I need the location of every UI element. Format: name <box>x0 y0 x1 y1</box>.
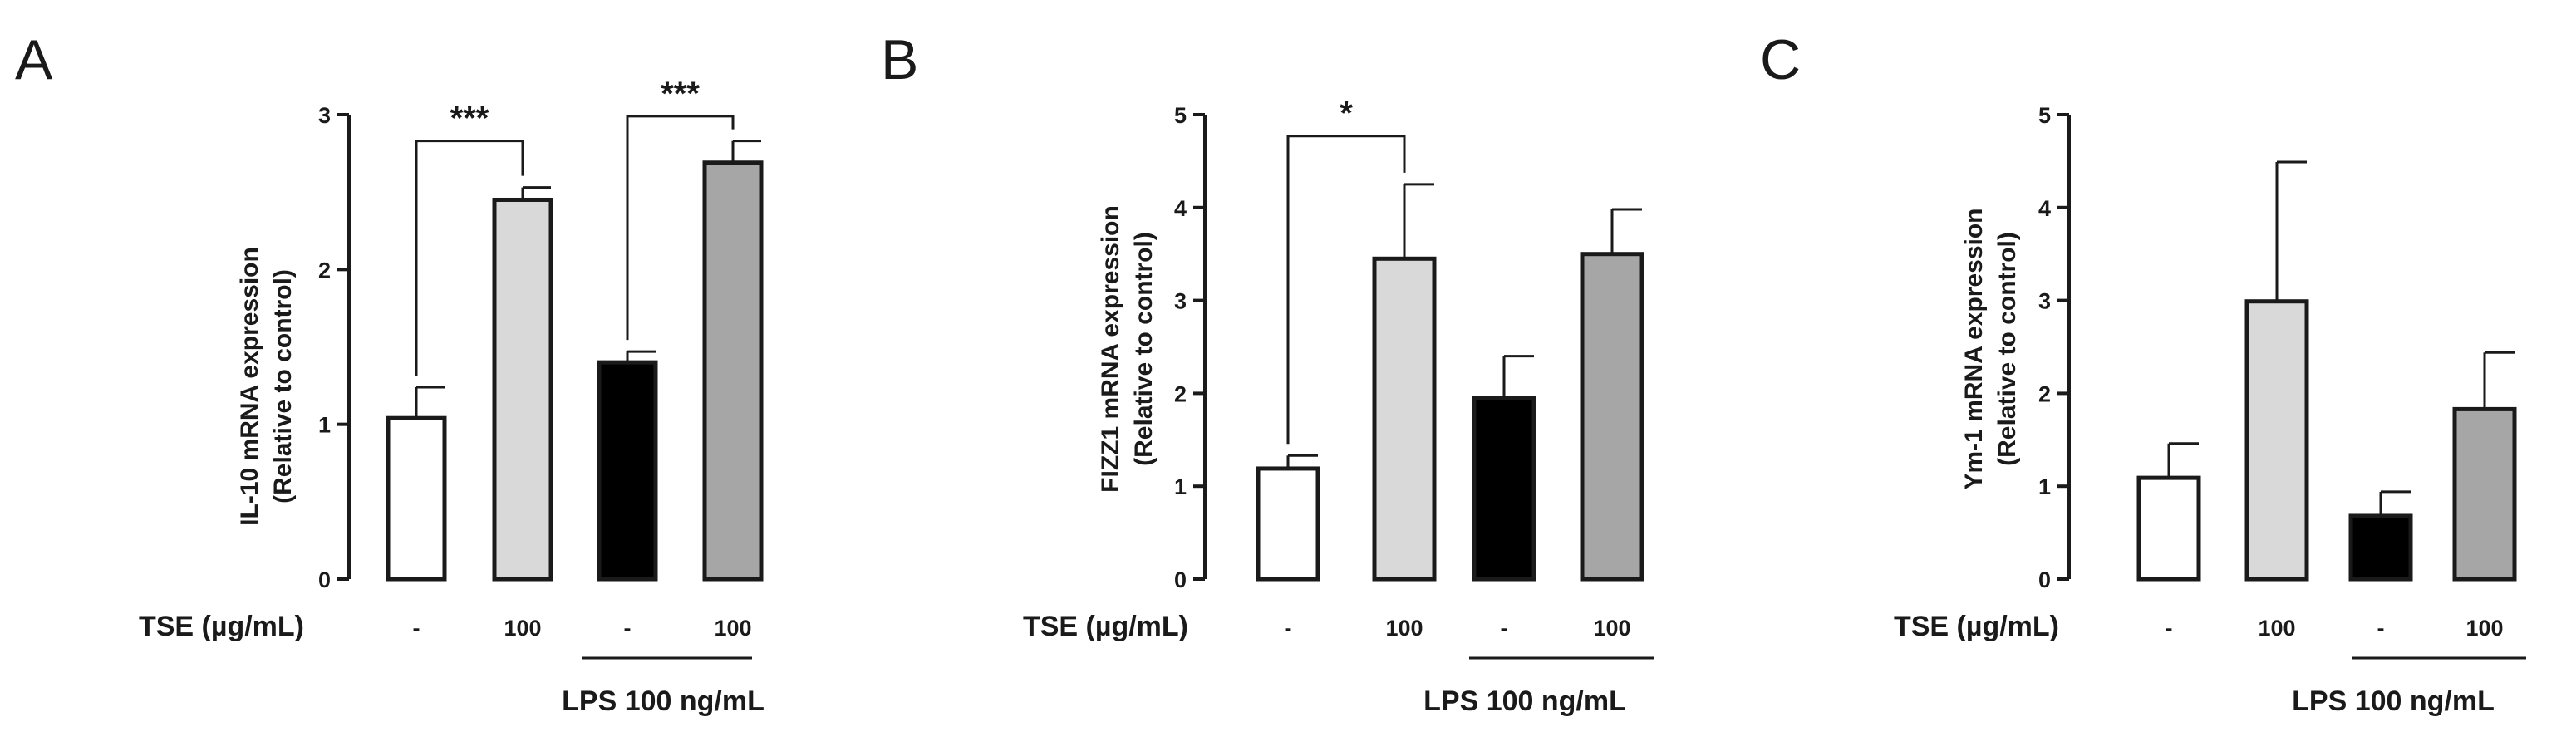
bar <box>597 360 658 582</box>
panel-c: C Ym-1 mRNA expression (Relative to cont… <box>1760 28 2526 717</box>
y-tick-label: 1 <box>2038 474 2051 499</box>
significance-label: *** <box>450 101 489 137</box>
panel-letter: B <box>881 28 918 91</box>
y-tick-label: 0 <box>1174 567 1187 592</box>
condition-label: 100 <box>714 616 751 641</box>
y-tick-label: 2 <box>318 258 331 283</box>
bar <box>2452 406 2517 582</box>
y-axis-subtitle: (Relative to control) <box>269 269 297 504</box>
significance-label: *** <box>661 76 700 112</box>
condition-label: 100 <box>504 616 541 641</box>
panel-a: A IL-10 mRNA expression (Relative to con… <box>15 28 764 717</box>
y-tick-label: 3 <box>1174 289 1187 314</box>
y-tick-label: 5 <box>2038 103 2051 128</box>
y-axis-title: FIZZ1 mRNA expression <box>1097 205 1124 493</box>
y-tick-label: 1 <box>1174 474 1187 499</box>
row-label: TSE (µg/mL) <box>1894 611 2059 642</box>
y-tick-label: 1 <box>318 413 331 438</box>
y-tick-label: 2 <box>1174 381 1187 406</box>
condition-label: 100 <box>1593 616 1630 641</box>
bar <box>2348 513 2413 582</box>
significance-label: * <box>1340 96 1353 132</box>
group-label: LPS 100 ng/mL <box>562 685 764 717</box>
condition-label: 100 <box>2258 616 2295 641</box>
bar <box>1372 256 1437 582</box>
condition-label: - <box>624 616 632 641</box>
y-tick-label: 4 <box>2038 196 2051 221</box>
condition-label: 100 <box>2465 616 2503 641</box>
row-label: TSE (µg/mL) <box>139 611 304 642</box>
y-tick-label: 3 <box>2038 289 2051 314</box>
bar <box>702 160 764 582</box>
panel-letter: C <box>1760 28 1801 91</box>
condition-label: - <box>1501 616 1508 641</box>
bar <box>386 415 447 582</box>
y-tick-label: 0 <box>318 567 331 592</box>
plot-area-c: 0 1 2 3 4 5 - 100 - 100 <box>2038 103 2526 660</box>
bar <box>2244 299 2309 582</box>
plot-area-a: 0 1 2 3 - 100 - 100 *** *** <box>318 76 764 660</box>
y-axis-title: Ym-1 mRNA expression <box>1960 209 1988 490</box>
y-axis-subtitle: (Relative to control) <box>1993 232 2021 466</box>
panel-b: B FIZZ1 mRNA expression (Relative to con… <box>881 28 1654 717</box>
y-axis-subtitle: (Relative to control) <box>1130 232 1158 466</box>
y-tick-label: 2 <box>2038 381 2051 406</box>
bar <box>1256 466 1320 582</box>
y-tick-label: 4 <box>1174 196 1187 221</box>
significance-bracket <box>626 115 735 341</box>
plot-area-b: 0 1 2 3 4 5 - 100 - 100 * <box>1174 96 1654 660</box>
bar <box>2136 475 2201 582</box>
bar <box>492 197 553 582</box>
significance-bracket <box>415 140 524 376</box>
condition-label: - <box>413 616 420 641</box>
group-label: LPS 100 ng/mL <box>2292 685 2495 717</box>
y-tick-label: 3 <box>318 103 331 128</box>
significance-bracket <box>1286 135 1406 445</box>
y-tick-label: 5 <box>1174 103 1187 128</box>
y-axis-title: IL-10 mRNA expression <box>236 247 263 526</box>
condition-label: - <box>1285 616 1292 641</box>
bar <box>1580 252 1644 582</box>
condition-label: 100 <box>1385 616 1423 641</box>
row-label: TSE (µg/mL) <box>1023 611 1188 642</box>
group-label: LPS 100 ng/mL <box>1423 685 1626 717</box>
y-tick-label: 0 <box>2038 567 2051 592</box>
panel-letter: A <box>15 28 53 91</box>
condition-label: - <box>2377 616 2385 641</box>
bar <box>1472 396 1536 582</box>
condition-label: - <box>2166 616 2173 641</box>
